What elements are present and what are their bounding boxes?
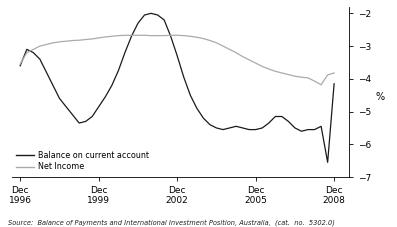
Legend: Balance on current account, Net Income: Balance on current account, Net Income xyxy=(16,151,149,171)
Y-axis label: %: % xyxy=(376,92,385,102)
Text: Source:  Balance of Payments and International Investment Position, Australia,  : Source: Balance of Payments and Internat… xyxy=(8,219,335,226)
